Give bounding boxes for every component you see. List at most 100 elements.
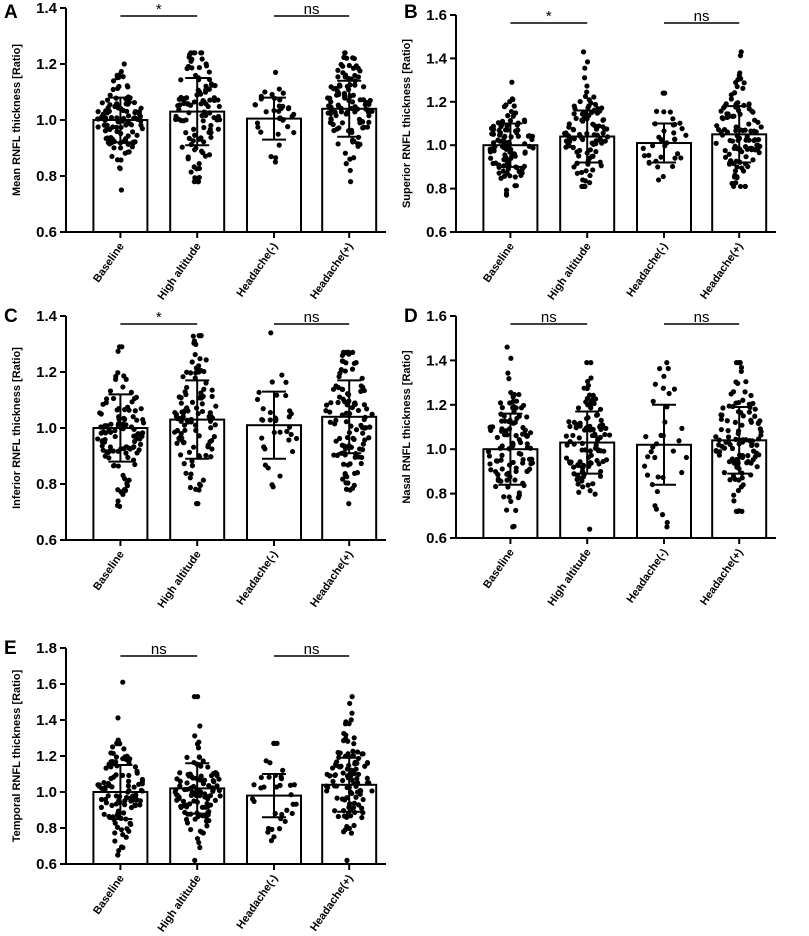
data-point [683, 454, 689, 461]
data-point [323, 402, 330, 408]
data-point [271, 834, 277, 840]
data-point [179, 144, 185, 150]
data-point [596, 123, 602, 129]
data-point [512, 419, 518, 425]
y-tick-label: 1.0 [36, 784, 57, 801]
data-point [575, 462, 581, 468]
data-point [515, 495, 521, 501]
data-point [754, 442, 760, 448]
data-point [130, 129, 136, 135]
data-point [646, 159, 652, 165]
data-point [209, 393, 215, 400]
data-point [565, 143, 571, 149]
data-point [732, 172, 738, 178]
data-point [102, 430, 109, 436]
data-point [330, 86, 337, 92]
data-point [726, 151, 732, 157]
data-point [520, 402, 527, 409]
data-point [750, 157, 756, 163]
data-point [117, 741, 123, 747]
data-point [502, 133, 508, 140]
data-point [187, 475, 193, 481]
data-point [213, 403, 219, 409]
data-point [198, 829, 204, 835]
data-point [334, 88, 341, 94]
y-tick-label: 1.4 [36, 308, 58, 325]
data-point [351, 482, 357, 488]
data-point [195, 179, 201, 185]
data-point [110, 78, 117, 84]
data-point [579, 478, 585, 484]
data-point [194, 166, 200, 172]
data-point [585, 382, 592, 389]
data-point [656, 134, 662, 140]
data-point [504, 170, 510, 176]
data-point [123, 756, 129, 763]
data-point [360, 796, 366, 803]
data-point [522, 427, 528, 433]
data-point [107, 388, 114, 394]
data-point [342, 472, 348, 478]
data-point [327, 419, 333, 425]
data-point [106, 782, 112, 789]
data-point [566, 419, 572, 425]
data-point [277, 429, 283, 435]
data-point [498, 175, 504, 181]
significance-label: * [156, 309, 162, 326]
data-point [500, 168, 506, 174]
data-point [745, 163, 751, 170]
data-point [678, 155, 684, 161]
data-point [192, 351, 198, 358]
data-point [190, 333, 196, 339]
data-point [103, 765, 109, 771]
data-point [489, 125, 496, 131]
data-point [501, 156, 507, 163]
data-point [128, 424, 135, 430]
data-point [334, 783, 340, 789]
data-point [203, 357, 209, 363]
data-point [499, 452, 505, 458]
data-point [267, 760, 273, 766]
data-point [366, 435, 372, 441]
data-point [137, 441, 144, 447]
data-point [114, 128, 120, 135]
data-point [106, 813, 112, 820]
data-point [101, 779, 107, 786]
data-point [199, 401, 205, 407]
y-tick-label: 0.8 [426, 486, 447, 503]
data-point [522, 141, 528, 147]
data-point [120, 426, 126, 432]
data-point [120, 384, 126, 390]
data-point [674, 151, 681, 157]
data-point [738, 484, 744, 490]
data-point [192, 132, 198, 138]
data-point [584, 59, 591, 65]
data-point [352, 453, 359, 460]
data-point [576, 489, 582, 495]
data-point [121, 446, 127, 452]
data-point [329, 765, 336, 771]
data-point [113, 373, 119, 380]
data-point [110, 86, 116, 93]
data-point [140, 420, 147, 426]
y-tick-label: 0.8 [36, 820, 57, 837]
data-point [120, 831, 126, 838]
data-point [277, 782, 283, 788]
data-point [575, 405, 582, 411]
data-point [352, 759, 358, 765]
data-point [683, 132, 689, 138]
data-point [713, 140, 719, 146]
data-point [201, 139, 207, 145]
data-point [188, 416, 194, 423]
data-point [523, 432, 529, 438]
data-point [177, 102, 183, 108]
data-point [208, 454, 214, 460]
data-point [192, 147, 198, 153]
data-point [279, 372, 285, 378]
data-point [642, 463, 648, 469]
data-point [587, 147, 593, 153]
data-point [364, 780, 371, 786]
data-point [328, 115, 334, 122]
data-point [199, 408, 206, 415]
data-point [492, 144, 498, 150]
